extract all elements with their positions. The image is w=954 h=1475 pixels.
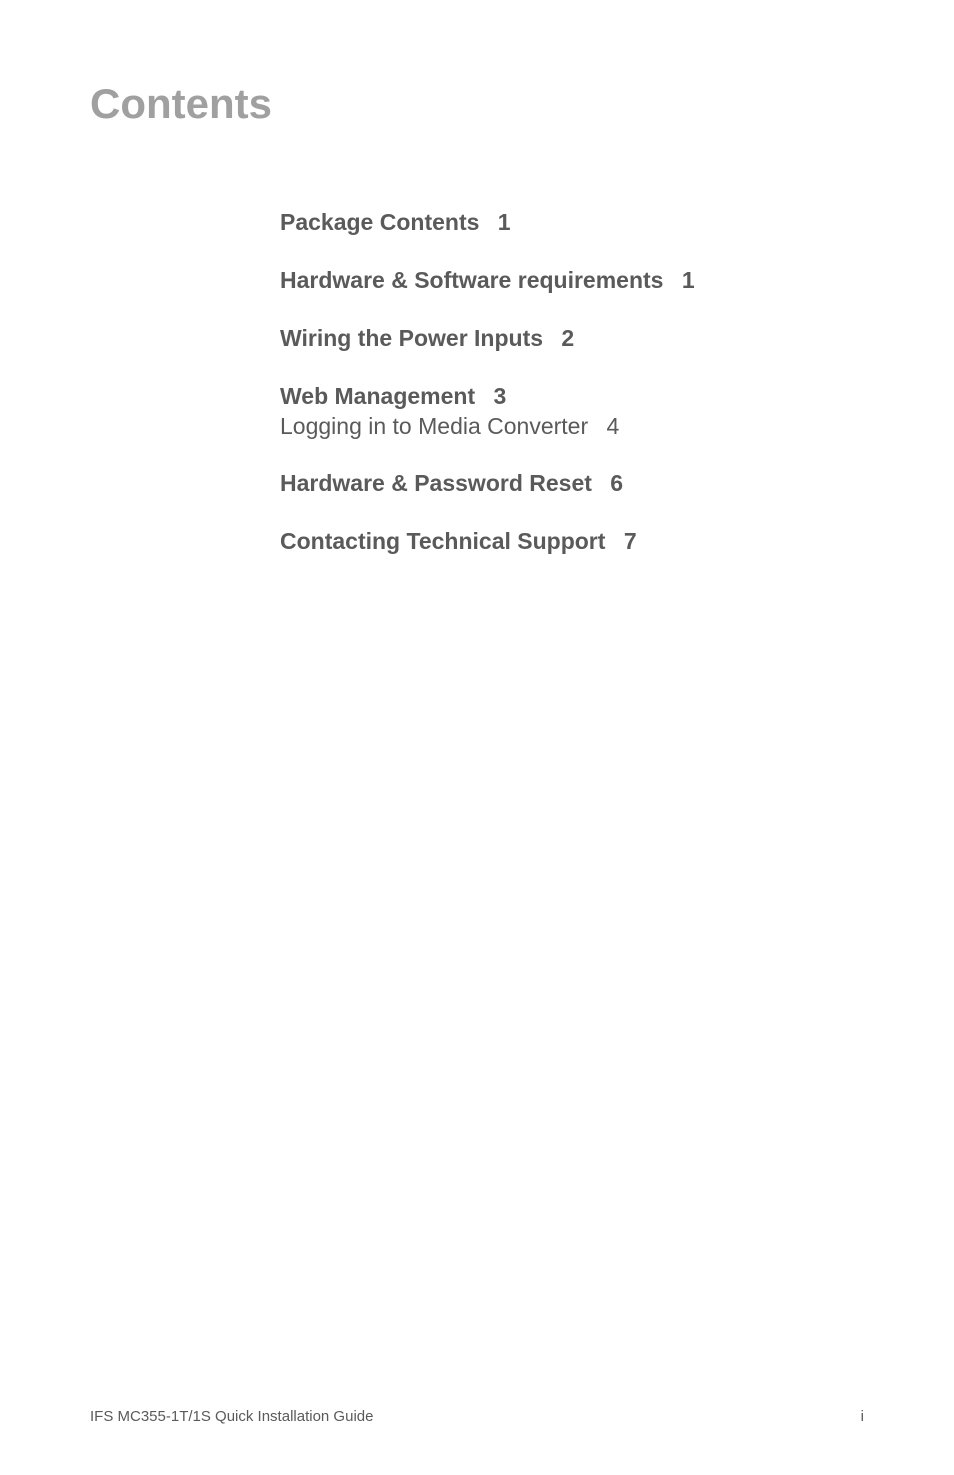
toc-subitem-label: Logging in to Media Converter [280,413,588,439]
toc-heading: Hardware & Software requirements 1 [280,266,864,296]
toc-heading-label: Wiring the Power Inputs [280,325,543,351]
page-footer: IFS MC355-1T/1S Quick Installation Guide… [90,1408,864,1425]
toc-subitem: Logging in to Media Converter 4 [280,412,864,442]
toc-heading-page: 1 [498,209,511,235]
toc-section: Wiring the Power Inputs 2 [280,324,864,354]
toc-section: Web Management 3 Logging in to Media Con… [280,382,864,442]
toc-heading: Package Contents 1 [280,208,864,238]
toc-heading-page: 3 [494,383,507,409]
toc-heading-label: Web Management [280,383,475,409]
toc-heading-label: Hardware & Password Reset [280,470,592,496]
contents-title: Contents [90,80,864,128]
table-of-contents: Package Contents 1 Hardware & Software r… [280,208,864,557]
toc-heading-label: Package Contents [280,209,479,235]
footer-page-number: i [861,1408,864,1425]
toc-section: Hardware & Software requirements 1 [280,266,864,296]
toc-section: Hardware & Password Reset 6 [280,469,864,499]
toc-heading-page: 2 [561,325,574,351]
toc-heading-label: Contacting Technical Support [280,528,605,554]
toc-heading-page: 1 [682,267,695,293]
toc-heading: Contacting Technical Support 7 [280,527,864,557]
toc-subitem-page: 4 [607,413,620,439]
toc-heading: Wiring the Power Inputs 2 [280,324,864,354]
toc-heading: Web Management 3 [280,382,864,412]
toc-heading-page: 6 [610,470,623,496]
toc-heading-label: Hardware & Software requirements [280,267,663,293]
toc-section: Contacting Technical Support 7 [280,527,864,557]
toc-section: Package Contents 1 [280,208,864,238]
footer-document-title: IFS MC355-1T/1S Quick Installation Guide [90,1408,373,1425]
toc-heading-page: 7 [624,528,637,554]
toc-heading: Hardware & Password Reset 6 [280,469,864,499]
